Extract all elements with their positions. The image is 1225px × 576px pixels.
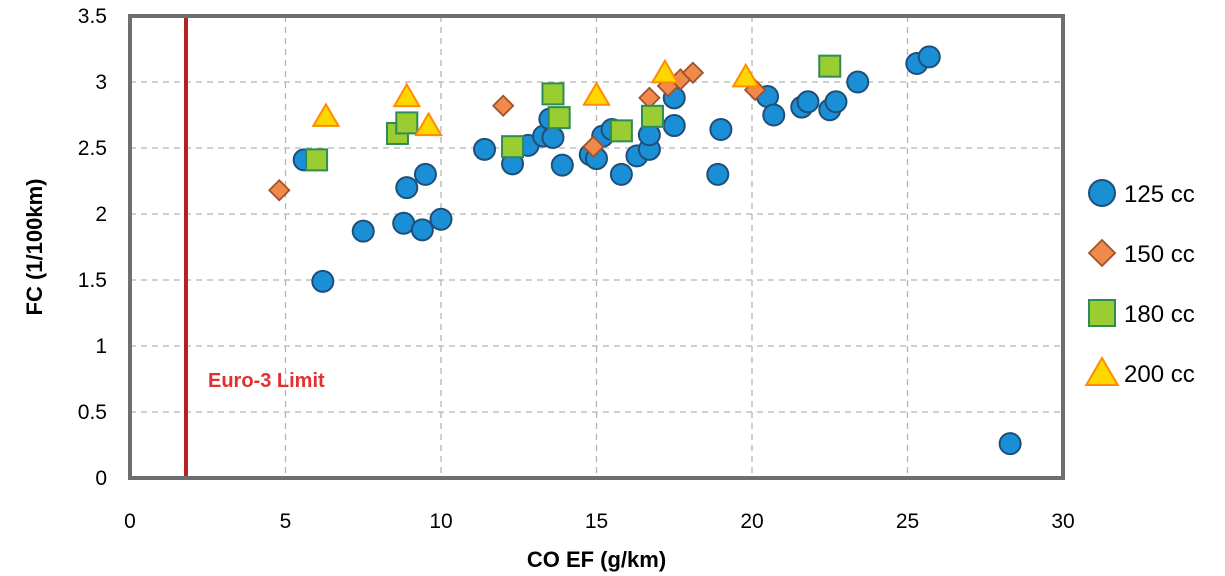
data-point-circle <box>550 153 574 177</box>
data-point-circle <box>662 114 686 138</box>
data-point-square <box>547 106 571 130</box>
data-point-triangle <box>311 102 341 127</box>
data-point-diamond <box>582 135 605 158</box>
legend-label: 180 cc <box>1124 301 1195 328</box>
data-point-circle <box>429 207 453 231</box>
legend-item: 150 cc <box>1087 238 1195 268</box>
y-axis-title: FC (1/100km) <box>22 179 47 316</box>
y-tick-label: 0.5 <box>78 401 107 424</box>
legend-marker-diamond <box>1087 238 1117 268</box>
y-tick-label: 2.5 <box>78 137 107 160</box>
data-point-circle <box>413 162 437 186</box>
data-point-circle <box>846 70 870 94</box>
data-point-square <box>640 104 664 128</box>
y-axis-ticks: 0 0.5 1 1.5 2 2.5 3 3.5 <box>78 5 107 490</box>
x-tick-label: 25 <box>896 510 919 533</box>
data-point-square <box>395 111 419 135</box>
data-point-square <box>501 135 525 159</box>
data-point-circle <box>824 90 848 114</box>
data-points <box>268 45 1022 456</box>
data-point-circle <box>609 162 633 186</box>
data-point-triangle <box>650 58 680 84</box>
y-tick-label: 1 <box>95 335 107 358</box>
legend-marker-circle <box>1088 179 1116 207</box>
y-tick-label: 3.5 <box>78 5 107 28</box>
data-point-diamond <box>681 61 705 85</box>
data-point-square <box>609 119 633 143</box>
plot-frame <box>128 14 1065 480</box>
data-point-square <box>818 54 842 78</box>
series-200-cc <box>311 58 761 137</box>
y-tick-label: 3 <box>95 71 107 94</box>
data-point-circle <box>351 219 375 243</box>
data-point-triangle <box>731 62 761 88</box>
data-point-diamond <box>268 178 291 202</box>
series-125-cc <box>292 45 1022 456</box>
data-point-circle <box>410 218 434 242</box>
data-point-triangle <box>582 81 611 106</box>
data-point-triangle <box>392 82 422 108</box>
y-tick-label: 0 <box>95 467 107 490</box>
x-tick-label: 15 <box>585 510 608 533</box>
legend-marker-square <box>1088 299 1116 327</box>
data-point-circle <box>706 162 730 186</box>
data-point-circle <box>473 137 497 161</box>
series-150-cc <box>268 61 767 202</box>
data-point-diamond <box>491 94 515 118</box>
x-tick-label: 10 <box>429 510 452 533</box>
x-axis-ticks: 0 5 10 15 20 25 30 <box>124 510 1075 533</box>
legend-marker-triangle <box>1084 356 1120 386</box>
legend-item: 180 cc <box>1088 299 1195 328</box>
x-tick-label: 30 <box>1051 510 1074 533</box>
euro3-limit-label: Euro-3 Limit <box>208 370 325 392</box>
data-point-circle <box>541 125 565 149</box>
data-point-circle <box>709 118 733 142</box>
x-tick-label: 5 <box>280 510 292 533</box>
y-tick-label: 2 <box>95 203 107 226</box>
data-point-circle <box>917 45 941 69</box>
data-point-circle <box>311 269 335 293</box>
legend-label: 150 cc <box>1124 241 1195 268</box>
x-axis-title: CO EF (g/km) <box>527 547 666 572</box>
data-point-circle <box>395 176 419 200</box>
y-tick-label: 1.5 <box>78 269 107 292</box>
x-tick-label: 0 <box>124 510 136 533</box>
legend-item: 125 cc <box>1088 179 1195 208</box>
legend-item: 200 cc <box>1084 356 1195 388</box>
data-point-circle <box>762 103 786 127</box>
legend-label: 125 cc <box>1124 181 1195 208</box>
data-point-square <box>541 82 565 106</box>
legend-label: 200 cc <box>1124 361 1195 388</box>
data-point-triangle <box>414 111 443 137</box>
series-180-cc <box>305 54 842 172</box>
data-point-circle <box>796 90 820 114</box>
legend: 125 cc 150 cc 180 cc 200 cc <box>1084 179 1195 388</box>
x-tick-label: 20 <box>740 510 763 533</box>
data-point-circle <box>998 432 1022 456</box>
data-point-square <box>305 148 329 172</box>
